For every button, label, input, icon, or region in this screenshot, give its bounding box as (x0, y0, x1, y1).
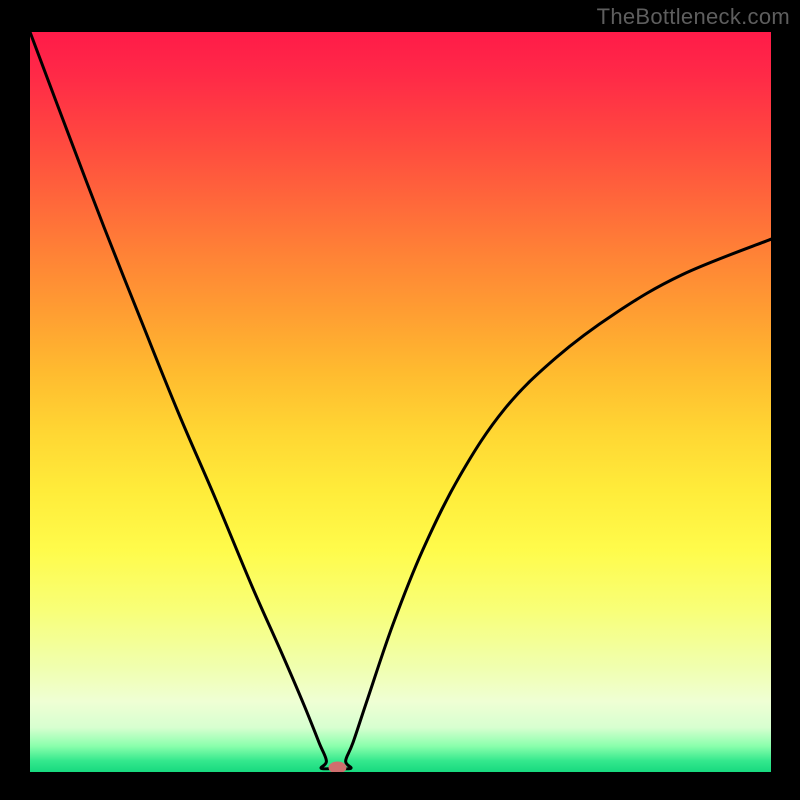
watermark-text: TheBottleneck.com (597, 4, 790, 30)
chart-canvas: TheBottleneck.com (0, 0, 800, 800)
plot-svg (30, 32, 771, 772)
plot-area (30, 32, 771, 772)
gradient-background (30, 32, 771, 772)
